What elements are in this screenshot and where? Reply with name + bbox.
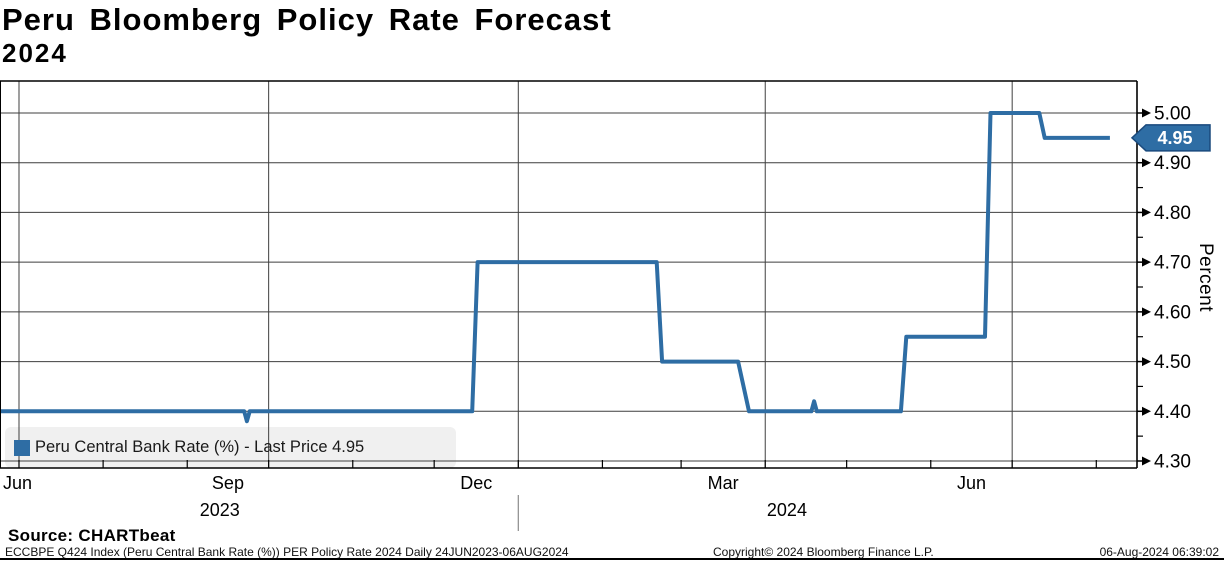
year-label: 2023	[200, 500, 240, 520]
x-month-label: Jun	[3, 473, 32, 493]
legend-background	[5, 427, 456, 468]
y-tick-label: 4.50	[1154, 352, 1191, 373]
legend-marker-icon	[14, 439, 30, 456]
x-month-label: Jun	[957, 473, 986, 493]
source-label: Source: CHARTbeat	[8, 526, 176, 545]
x-month-label: Sep	[212, 473, 244, 493]
y-tick-label: 4.60	[1154, 302, 1191, 323]
year-label: 2024	[767, 500, 807, 520]
x-month-label: Dec	[460, 473, 492, 493]
x-month-label: Mar	[708, 473, 739, 493]
last-price-badge-shape	[1130, 124, 1211, 152]
chart-header: Peru Bloomberg Policy Rate Forecast 2024	[2, 2, 612, 68]
last-price-badge: 4.95	[1157, 128, 1193, 148]
y-tick-label: 4.90	[1154, 153, 1191, 174]
footer-timestamp: 06-Aug-2024 06:39:02	[1099, 545, 1219, 559]
series-line	[0, 111, 1110, 424]
legend: Peru Central Bank Rate (%) - Last Price …	[14, 427, 364, 468]
footer-rule	[0, 558, 1224, 560]
y-tick-arrow-icon	[1142, 307, 1151, 317]
y-tick-arrow-icon	[1142, 207, 1151, 217]
y-tick-arrow-icon	[1142, 406, 1151, 416]
y-tick-label: 4.80	[1154, 203, 1191, 224]
footer-description: ECCBPE Q424 Index (Peru Central Bank Rat…	[5, 545, 569, 559]
y-tick-arrow-icon	[1142, 158, 1151, 168]
footer-copyright: Copyright© 2024 Bloomberg Finance L.P.	[713, 545, 934, 559]
chart-subtitle: 2024	[2, 38, 68, 68]
y-tick-label: 4.30	[1154, 452, 1191, 473]
y-tick-label: 5.00	[1154, 104, 1191, 125]
y-tick-arrow-icon	[1142, 456, 1151, 466]
chart-title: Peru Bloomberg Policy Rate Forecast	[2, 2, 612, 37]
y-axis-title: Percent	[1195, 243, 1216, 312]
y-tick-arrow-icon	[1142, 257, 1151, 267]
y-tick-arrow-icon	[1142, 357, 1151, 367]
y-tick-label: 4.40	[1154, 402, 1191, 423]
y-tick-label: 4.70	[1154, 253, 1191, 274]
y-tick-arrow-icon	[1142, 108, 1151, 118]
legend-label: Peru Central Bank Rate (%) - Last Price …	[35, 438, 365, 456]
